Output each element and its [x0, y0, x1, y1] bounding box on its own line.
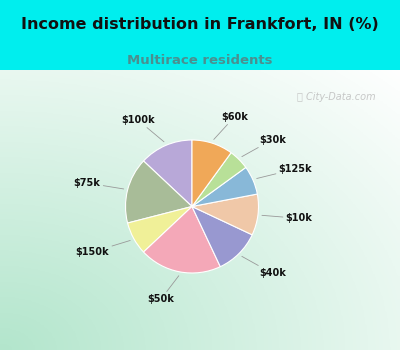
- Wedge shape: [192, 140, 231, 206]
- Text: $100k: $100k: [121, 115, 164, 142]
- Text: $150k: $150k: [76, 240, 130, 257]
- Wedge shape: [192, 167, 257, 206]
- Text: $50k: $50k: [148, 276, 179, 304]
- Text: $30k: $30k: [242, 135, 286, 157]
- Text: $75k: $75k: [74, 178, 124, 189]
- Text: $60k: $60k: [214, 112, 248, 139]
- Text: $125k: $125k: [257, 164, 312, 178]
- Text: $40k: $40k: [242, 256, 286, 278]
- Text: ⓘ City-Data.com: ⓘ City-Data.com: [297, 92, 376, 103]
- Wedge shape: [144, 140, 192, 206]
- Wedge shape: [192, 206, 252, 267]
- Wedge shape: [192, 194, 258, 235]
- Text: Income distribution in Frankfort, IN (%): Income distribution in Frankfort, IN (%): [21, 17, 379, 32]
- Wedge shape: [128, 206, 192, 252]
- Wedge shape: [144, 206, 220, 273]
- Text: $10k: $10k: [262, 214, 312, 223]
- Text: Multirace residents: Multirace residents: [127, 54, 273, 66]
- Wedge shape: [126, 161, 192, 223]
- Wedge shape: [192, 153, 246, 206]
